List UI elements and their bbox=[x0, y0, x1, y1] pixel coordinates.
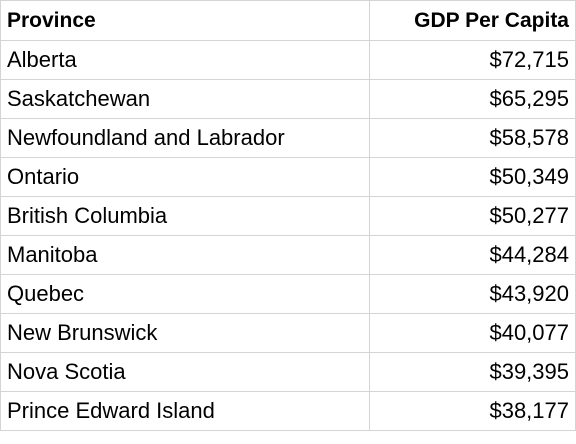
table-row: Newfoundland and Labrador $58,578 bbox=[0, 118, 576, 158]
table-row: Alberta $72,715 bbox=[0, 40, 576, 80]
cell-gdp[interactable]: $50,277 bbox=[369, 196, 576, 236]
table-row: New Brunswick $40,077 bbox=[0, 313, 576, 353]
cell-gdp[interactable]: $58,578 bbox=[369, 118, 576, 158]
cell-province[interactable]: Ontario bbox=[0, 157, 371, 197]
table-row: Quebec $43,920 bbox=[0, 274, 576, 314]
cell-province[interactable]: Newfoundland and Labrador bbox=[0, 118, 371, 158]
cell-province[interactable]: Manitoba bbox=[0, 235, 371, 275]
cell-province[interactable]: British Columbia bbox=[0, 196, 371, 236]
table-row: Nova Scotia $39,395 bbox=[0, 352, 576, 392]
table-row: Manitoba $44,284 bbox=[0, 235, 576, 275]
cell-province[interactable]: New Brunswick bbox=[0, 313, 371, 353]
cell-gdp[interactable]: $72,715 bbox=[369, 40, 576, 80]
table-row: Prince Edward Island $38,177 bbox=[0, 391, 576, 431]
table-row: Ontario $50,349 bbox=[0, 157, 576, 197]
table-row: Saskatchewan $65,295 bbox=[0, 79, 576, 119]
header-gdp-per-capita[interactable]: GDP Per Capita bbox=[369, 0, 576, 41]
cell-province[interactable]: Nova Scotia bbox=[0, 352, 371, 392]
cell-gdp[interactable]: $44,284 bbox=[369, 235, 576, 275]
cell-gdp[interactable]: $50,349 bbox=[369, 157, 576, 197]
cell-gdp[interactable]: $43,920 bbox=[369, 274, 576, 314]
cell-province[interactable]: Prince Edward Island bbox=[0, 391, 371, 431]
gdp-table: Province GDP Per Capita Alberta $72,715 … bbox=[0, 0, 576, 431]
cell-province[interactable]: Saskatchewan bbox=[0, 79, 371, 119]
cell-gdp[interactable]: $65,295 bbox=[369, 79, 576, 119]
table-row: British Columbia $50,277 bbox=[0, 196, 576, 236]
cell-gdp[interactable]: $39,395 bbox=[369, 352, 576, 392]
cell-gdp[interactable]: $38,177 bbox=[369, 391, 576, 431]
cell-gdp[interactable]: $40,077 bbox=[369, 313, 576, 353]
header-province[interactable]: Province bbox=[0, 0, 371, 41]
cell-province[interactable]: Quebec bbox=[0, 274, 371, 314]
header-row: Province GDP Per Capita bbox=[0, 0, 576, 41]
cell-province[interactable]: Alberta bbox=[0, 40, 371, 80]
